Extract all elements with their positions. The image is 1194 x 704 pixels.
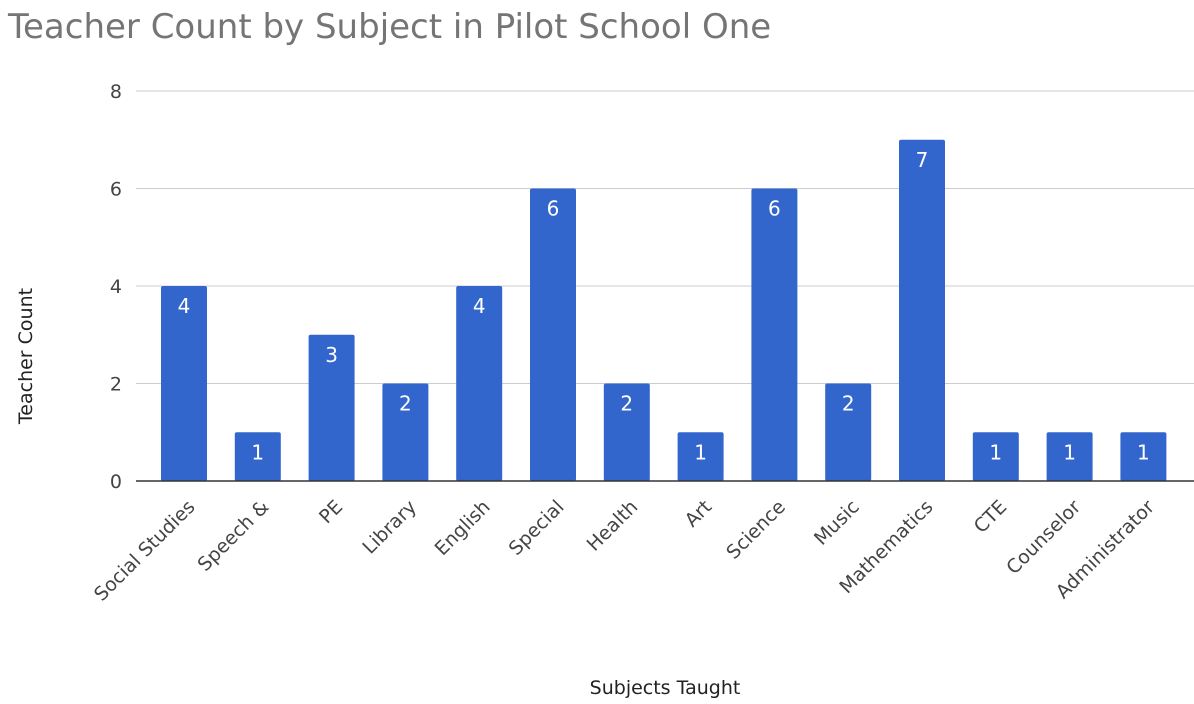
bar-value-label: 4	[473, 294, 486, 318]
bar-value-label: 6	[547, 197, 560, 221]
bar	[530, 188, 576, 481]
bar	[603, 383, 650, 481]
y-tick-label: 8	[110, 81, 122, 103]
x-tick-label: Library	[358, 496, 421, 559]
x-tick-label: Speech &	[194, 496, 274, 576]
x-tick-label: Health	[583, 496, 643, 556]
bar	[308, 334, 355, 481]
y-tick-label: 2	[110, 374, 122, 396]
bar-value-label: 7	[916, 148, 929, 172]
bar	[825, 383, 872, 481]
bar	[1046, 432, 1093, 481]
y-axis-ticks: 0 2 4 6 8	[110, 81, 122, 493]
x-tick-label: English	[431, 496, 495, 560]
x-tick-label: Special	[505, 496, 569, 560]
bar	[751, 188, 798, 481]
bar-value-label: 6	[768, 197, 781, 221]
bar	[161, 286, 207, 481]
y-tick-label: 4	[110, 276, 122, 298]
x-tick-label: Social Studies	[90, 496, 200, 606]
y-tick-label: 6	[110, 179, 122, 201]
x-tick-label: PE	[315, 496, 347, 528]
y-axis-title: Teacher Count	[15, 288, 37, 425]
bar-value-label: 1	[251, 440, 264, 464]
x-tick-label: Music	[810, 496, 864, 550]
bar-value-label: 2	[620, 392, 633, 416]
bar-value-label: 2	[842, 392, 855, 416]
bar-value-label: 1	[1137, 440, 1150, 464]
x-tick-label: CTE	[970, 496, 1012, 538]
bar-value-label: 2	[399, 392, 412, 416]
bar-value-label: 3	[325, 343, 338, 367]
bar	[1120, 432, 1167, 481]
bar	[234, 432, 281, 481]
chart-title: Teacher Count by Subject in Pilot School…	[7, 7, 771, 47]
y-tick-label: 0	[110, 471, 122, 493]
data-labels: 4 1 3 2 4 6 2 1 6 2 7 1 1 1	[178, 148, 1150, 465]
bar-value-label: 4	[178, 294, 191, 318]
bar-value-label: 1	[989, 440, 1002, 464]
bar	[456, 286, 503, 481]
bar-value-label: 1	[694, 440, 707, 464]
x-axis-title: Subjects Taught	[590, 677, 741, 699]
gridlines	[136, 90, 1194, 384]
bar	[899, 139, 945, 481]
bars	[161, 139, 1167, 481]
bar-value-label: 1	[1063, 440, 1076, 464]
bar	[677, 432, 724, 481]
x-tick-label: Art	[681, 496, 717, 532]
bar	[972, 432, 1019, 481]
x-tick-label: Science	[722, 496, 790, 564]
bar	[382, 383, 429, 481]
